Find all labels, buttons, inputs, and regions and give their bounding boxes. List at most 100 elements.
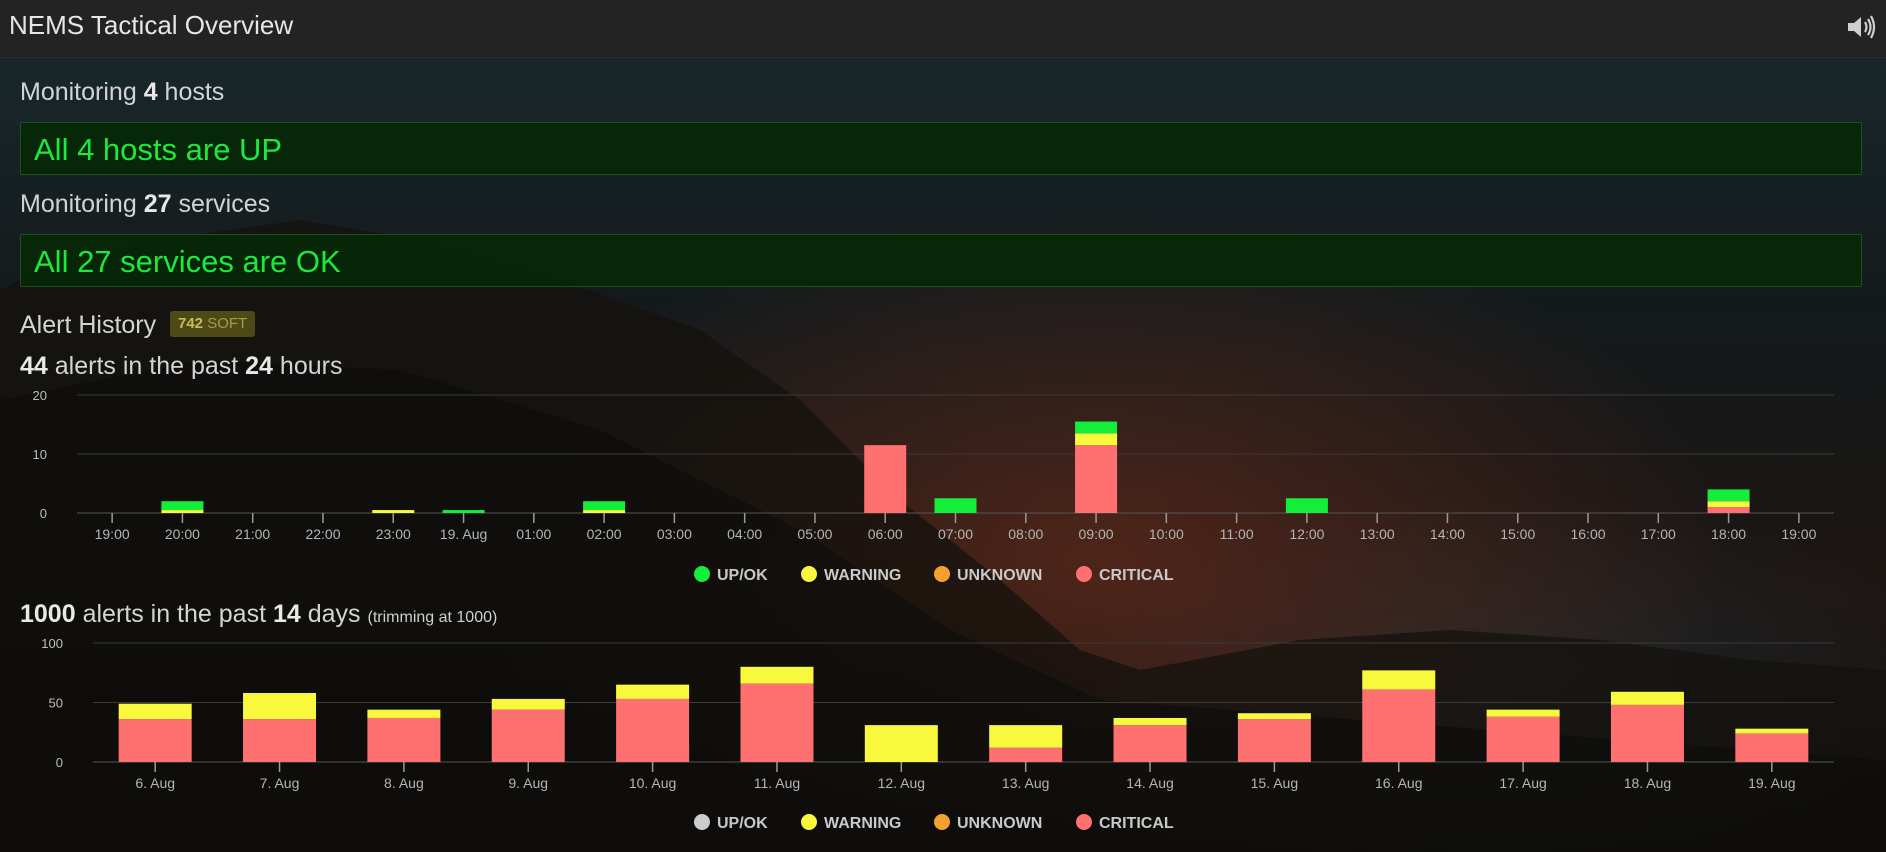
bar-warning[interactable]: [1075, 433, 1118, 446]
bar-warning[interactable]: [491, 698, 565, 710]
bar-warning[interactable]: [864, 725, 938, 762]
x-tick-label: 17:00: [1641, 526, 1676, 542]
bar-critical[interactable]: [1113, 725, 1187, 762]
bar-critical[interactable]: [491, 709, 565, 762]
alerts-24h-chart: 0 10 20 19:00 20:00 21:00 22:00 23:00 19. Aug 01:…: [33, 388, 1834, 584]
x-tick-label: 20:00: [165, 526, 200, 542]
day-summary-heading: 44 alerts in the past 24 hours: [20, 352, 343, 380]
bar-warning[interactable]: [243, 692, 317, 720]
legend-item-unknown[interactable]: UNKNOWN: [934, 814, 1042, 832]
hosts-status-box: All 4 hosts are UP: [20, 122, 1862, 175]
app-title: NEMS Tactical Overview: [9, 10, 294, 40]
x-tick-label: 14. Aug: [1126, 775, 1174, 791]
bar-up-ok[interactable]: [161, 501, 204, 511]
legend-label: WARNING: [824, 567, 901, 584]
legend-label: CRITICAL: [1099, 815, 1174, 832]
top-bar: NEMS Tactical Overview: [0, 0, 1886, 58]
bar-warning[interactable]: [1707, 501, 1750, 508]
x-tick-label: 15:00: [1500, 526, 1535, 542]
bar-warning[interactable]: [1610, 691, 1684, 705]
legend-label: CRITICAL: [1099, 567, 1174, 584]
bar-warning[interactable]: [367, 709, 441, 718]
bar-up-ok[interactable]: [442, 510, 485, 513]
bar-critical[interactable]: [1707, 507, 1750, 513]
bar-warning[interactable]: [1113, 717, 1187, 726]
x-tick-label: 23:00: [376, 526, 411, 542]
x-tick-label: 12. Aug: [878, 775, 926, 791]
legend-item-warning[interactable]: WARNING: [801, 566, 901, 584]
bar-warning[interactable]: [583, 510, 626, 513]
x-tick-label: 17. Aug: [1499, 775, 1547, 791]
legend-label: WARNING: [824, 815, 901, 832]
bar-up-ok[interactable]: [1075, 421, 1118, 434]
x-tick-label: 16:00: [1570, 526, 1605, 542]
legend-label: UNKNOWN: [957, 815, 1042, 832]
bar-critical[interactable]: [367, 717, 441, 762]
y-tick-label: 0: [40, 506, 47, 521]
trim-note: (trimming at 1000): [367, 609, 498, 626]
legend-label: UP/OK: [717, 567, 768, 584]
x-tick-label: 03:00: [657, 526, 692, 542]
x-tick-label: 6. Aug: [135, 775, 175, 791]
bar-critical[interactable]: [118, 719, 192, 762]
y-tick-label: 20: [33, 388, 47, 403]
x-tick-label: 06:00: [868, 526, 903, 542]
legend-item-unknown[interactable]: UNKNOWN: [934, 566, 1042, 584]
bar-critical[interactable]: [1610, 704, 1684, 762]
x-tick-label: 19:00: [95, 526, 130, 542]
bar-up-ok[interactable]: [1707, 489, 1750, 502]
hosts-status-text: All 4 hosts are UP: [34, 132, 283, 167]
x-tick-label: 09:00: [1079, 526, 1114, 542]
legend-label: UNKNOWN: [957, 567, 1042, 584]
legend-label: UP/OK: [717, 815, 768, 832]
bar-critical[interactable]: [740, 683, 814, 762]
legend-swatch: [801, 814, 817, 830]
bar-warning[interactable]: [740, 666, 814, 684]
bar-warning[interactable]: [1362, 670, 1436, 690]
x-tick-label: 10:00: [1149, 526, 1184, 542]
x-tick-label: 18:00: [1711, 526, 1746, 542]
bar-critical[interactable]: [616, 698, 690, 762]
soft-alerts-badge[interactable]: 742 SOFT: [170, 311, 256, 337]
legend-item-up-ok[interactable]: UP/OK: [694, 566, 768, 584]
bar-warning[interactable]: [1237, 713, 1311, 720]
x-tick-label: 12:00: [1289, 526, 1324, 542]
bar-critical[interactable]: [1075, 445, 1118, 513]
alerts-14d-chart: 0 50 100 6. Aug 7. Aug 8. Aug 9. Aug 10. Aug 11.…: [41, 636, 1834, 832]
x-tick-label: 19. Aug: [440, 526, 488, 542]
bar-warning[interactable]: [161, 510, 204, 513]
y-tick-label: 50: [49, 696, 63, 711]
bar-up-ok[interactable]: [1285, 498, 1328, 513]
x-tick-label: 11:00: [1220, 526, 1254, 542]
legend-swatch: [694, 566, 710, 582]
legend-swatch: [1076, 814, 1092, 830]
bar-warning[interactable]: [372, 510, 415, 513]
legend-item-critical[interactable]: CRITICAL: [1076, 814, 1174, 832]
x-tick-label: 19:00: [1781, 526, 1816, 542]
bar-up-ok[interactable]: [583, 501, 626, 511]
bar-warning[interactable]: [118, 703, 192, 720]
bar-critical[interactable]: [1486, 716, 1560, 762]
speaker-volume-icon[interactable]: [1846, 14, 1876, 40]
bar-warning[interactable]: [616, 684, 690, 699]
x-tick-label: 02:00: [587, 526, 622, 542]
bar-warning[interactable]: [1486, 709, 1560, 717]
bar-critical[interactable]: [989, 747, 1063, 762]
legend-item-critical[interactable]: CRITICAL: [1076, 566, 1174, 584]
legend-swatch: [934, 814, 950, 830]
bar-critical[interactable]: [1362, 689, 1436, 762]
legend-item-up-ok[interactable]: UP/OK: [694, 814, 768, 832]
y-tick-label: 0: [56, 755, 63, 770]
bar-critical[interactable]: [864, 445, 907, 513]
bar-critical[interactable]: [243, 719, 317, 762]
week-summary-heading: 1000 alerts in the past 14 days (trimmin…: [20, 600, 498, 628]
legend-item-warning[interactable]: WARNING: [801, 814, 901, 832]
bar-up-ok[interactable]: [934, 498, 977, 513]
x-tick-label: 13. Aug: [1002, 775, 1050, 791]
bar-warning[interactable]: [1735, 728, 1809, 734]
x-tick-label: 9. Aug: [508, 775, 548, 791]
bar-critical[interactable]: [1735, 733, 1809, 762]
bar-critical[interactable]: [1237, 719, 1311, 762]
bar-warning[interactable]: [989, 725, 1063, 748]
x-tick-label: 16. Aug: [1375, 775, 1423, 791]
